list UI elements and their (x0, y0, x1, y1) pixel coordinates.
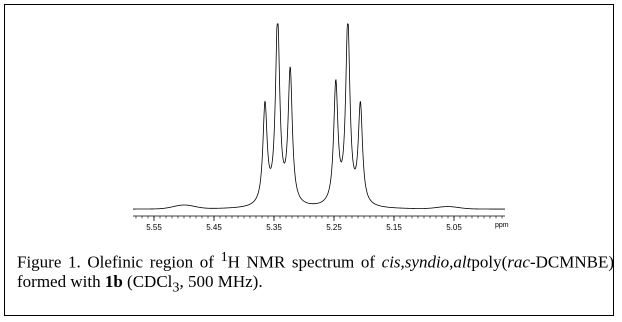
caption-text-5: (CDCl (122, 271, 173, 291)
caption-text-2: H NMR spectrum of (227, 252, 382, 272)
x-tick-label: 5.55 (146, 223, 162, 232)
x-tick-label: 5.35 (266, 223, 282, 232)
x-axis-ticks (135, 216, 503, 221)
x-tick-label: 5.05 (446, 223, 462, 232)
caption-label: Figure 1. (17, 252, 81, 272)
figure-frame: 5.55 5.45 5.35 5.25 5.15 5.05 ppm Figure 1. O… (4, 4, 614, 316)
caption-text-6: , 500 MHz). (179, 271, 263, 291)
x-axis-tick-labels: 5.55 5.45 5.35 5.25 5.15 5.05 (146, 223, 462, 232)
caption-text-1: Olefinic region of (80, 252, 221, 272)
caption-text-3: poly( (471, 252, 508, 272)
caption-italic-2: rac (507, 252, 530, 272)
caption-superscript: 1 (220, 249, 228, 265)
x-axis-unit-label: ppm (495, 222, 509, 229)
figure-caption: Figure 1. Olefinic region of 1H NMR spec… (17, 248, 614, 297)
caption-italic-1: cis,syndio,alt (381, 252, 472, 272)
x-tick-label: 5.15 (386, 223, 402, 232)
x-tick-label: 5.25 (326, 223, 342, 232)
caption-bold: 1b (104, 271, 123, 291)
x-tick-label: 5.45 (206, 223, 222, 232)
caption-subscript: 3 (172, 279, 180, 296)
spectrum-line (133, 23, 505, 210)
caption-text-4: -DCMNBE) formed with (17, 252, 614, 291)
nmr-spectrum-chart: 5.55 5.45 5.35 5.25 5.15 5.05 ppm (133, 23, 509, 232)
